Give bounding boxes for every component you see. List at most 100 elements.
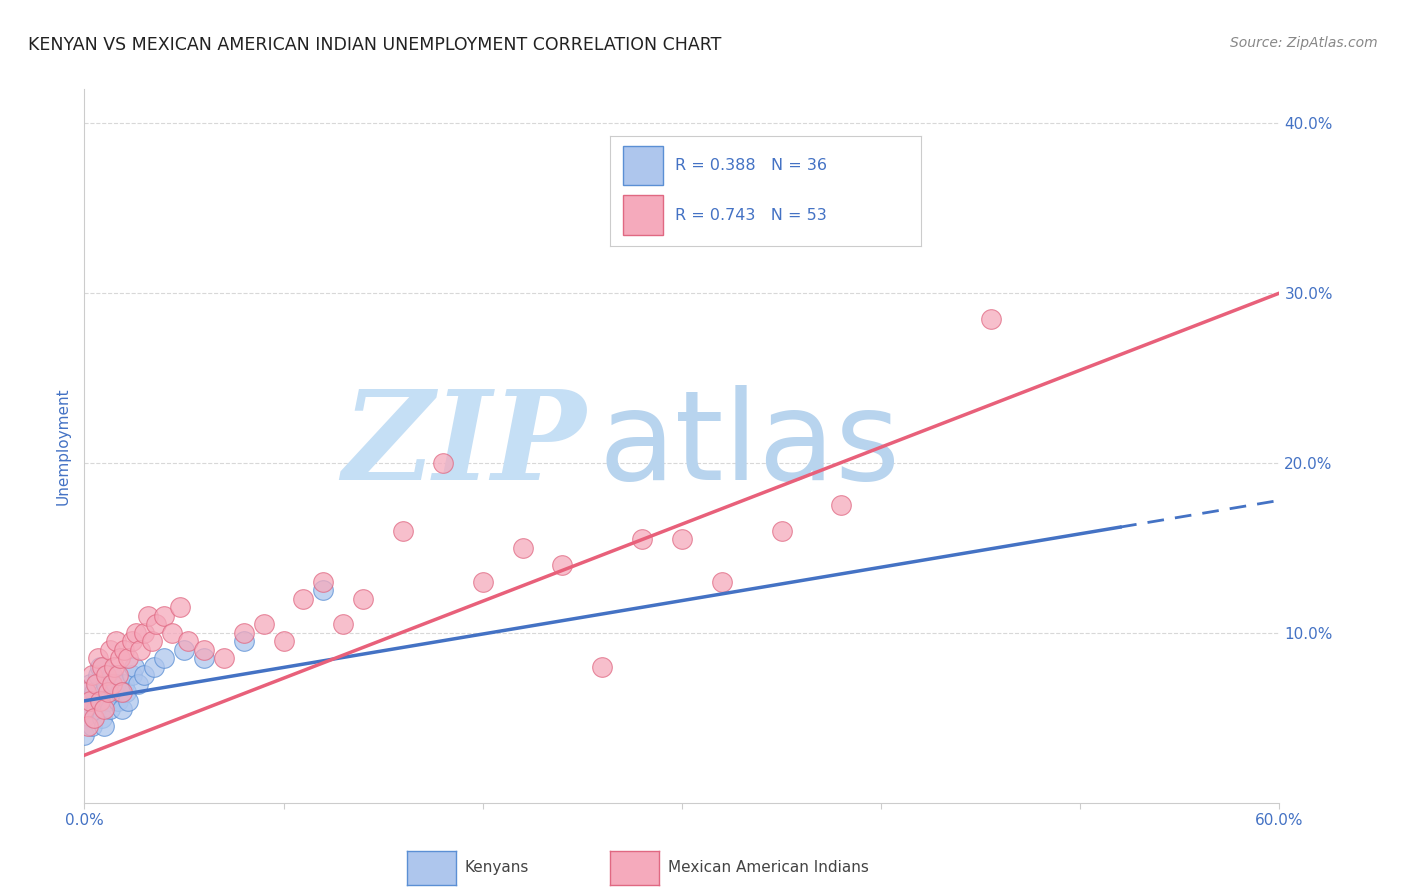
Point (110, 651, 132, 665)
Point (89, 660, 111, 674)
Text: Mexican American Indians: Mexican American Indians (668, 861, 869, 875)
Point (232, 626, 254, 640)
Point (91, 660, 114, 674)
Point (96, 668, 118, 682)
Point (73, 702, 96, 716)
Point (141, 634, 163, 648)
Point (177, 634, 200, 648)
Point (980, 311, 1002, 326)
Text: Source: ZipAtlas.com: Source: ZipAtlas.com (1230, 36, 1378, 50)
Point (830, 499, 852, 513)
Point (125, 626, 148, 640)
Point (169, 600, 191, 615)
Point (112, 677, 135, 691)
Point (471, 574, 494, 589)
Point (75, 685, 97, 699)
Point (160, 626, 183, 640)
Text: R = 0.743   N = 53: R = 0.743 N = 53 (675, 208, 827, 223)
Point (82, 719, 104, 733)
Text: ZIP: ZIP (343, 385, 586, 507)
Point (122, 660, 145, 674)
Point (115, 685, 138, 699)
Point (111, 685, 134, 699)
Point (86, 702, 108, 716)
Point (332, 617, 354, 632)
Point (512, 541, 534, 555)
Point (193, 651, 215, 665)
Text: R = 0.388   N = 36: R = 0.388 N = 36 (675, 158, 828, 173)
Point (87, 668, 110, 682)
Text: Kenyans: Kenyans (465, 861, 529, 875)
Point (591, 660, 613, 674)
Point (127, 677, 149, 691)
Point (79, 677, 101, 691)
Point (631, 533, 654, 547)
Point (87, 651, 110, 665)
Point (143, 660, 166, 674)
Point (770, 524, 793, 538)
Text: atlas: atlas (599, 385, 900, 507)
Point (101, 677, 124, 691)
Point (153, 608, 176, 623)
Point (77, 702, 100, 716)
Point (173, 643, 195, 657)
Point (551, 558, 574, 572)
Point (212, 651, 235, 665)
Point (117, 651, 139, 665)
Point (132, 626, 156, 640)
Point (710, 574, 733, 589)
Point (671, 533, 693, 547)
Text: KENYAN VS MEXICAN AMERICAN INDIAN UNEMPLOYMENT CORRELATION CHART: KENYAN VS MEXICAN AMERICAN INDIAN UNEMPL… (28, 36, 721, 54)
Bar (623, 195, 664, 235)
Point (312, 574, 335, 589)
Point (136, 608, 159, 623)
Point (103, 685, 125, 699)
Point (107, 694, 129, 708)
Point (93, 719, 115, 733)
Point (93, 685, 115, 699)
Y-axis label: Unemployment: Unemployment (55, 387, 70, 505)
Point (153, 651, 176, 665)
Point (93, 702, 115, 716)
Point (96, 677, 118, 691)
Point (105, 634, 128, 648)
Point (193, 643, 215, 657)
Point (273, 634, 295, 648)
Point (107, 668, 129, 682)
Point (121, 634, 143, 648)
Point (232, 634, 254, 648)
Point (145, 617, 167, 632)
Point (79, 694, 101, 708)
Point (89, 694, 111, 708)
Point (312, 583, 335, 598)
Point (98, 702, 121, 716)
Point (117, 694, 139, 708)
Point (432, 456, 454, 470)
Bar (623, 145, 664, 186)
Point (103, 660, 125, 674)
Point (86, 677, 108, 691)
Point (89, 694, 111, 708)
Point (112, 643, 135, 657)
Point (352, 591, 374, 606)
Point (82, 668, 104, 682)
Point (101, 668, 124, 682)
Point (121, 668, 143, 682)
Point (132, 668, 156, 682)
Point (83, 685, 105, 699)
Point (392, 524, 415, 538)
Point (77, 719, 100, 733)
Point (97, 694, 120, 708)
Point (129, 643, 152, 657)
Point (105, 677, 128, 691)
Point (73, 728, 96, 742)
Point (292, 591, 315, 606)
Point (97, 685, 120, 699)
Point (98, 643, 121, 657)
Point (83, 711, 105, 725)
Point (111, 702, 134, 716)
Point (73, 694, 96, 708)
Point (110, 685, 132, 699)
Point (91, 711, 114, 725)
Point (253, 617, 276, 632)
